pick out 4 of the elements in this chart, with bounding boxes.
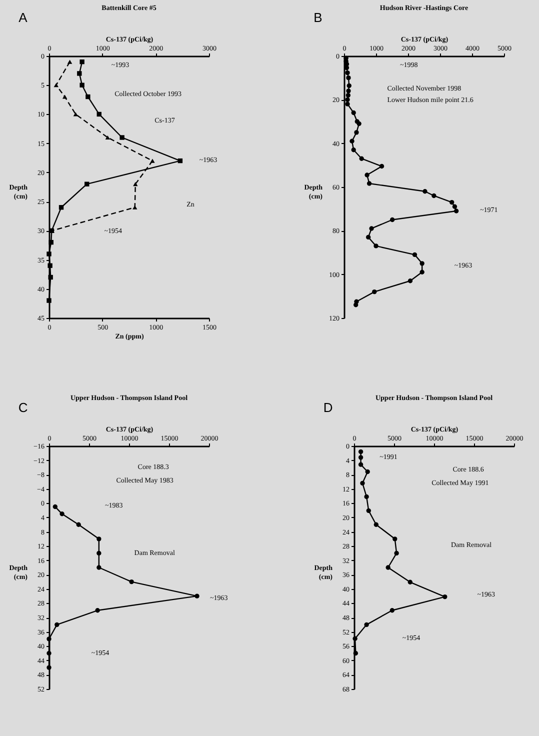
text: B [314,10,322,25]
text: C [18,400,28,415]
text: D [323,400,333,415]
text: A [18,10,28,25]
